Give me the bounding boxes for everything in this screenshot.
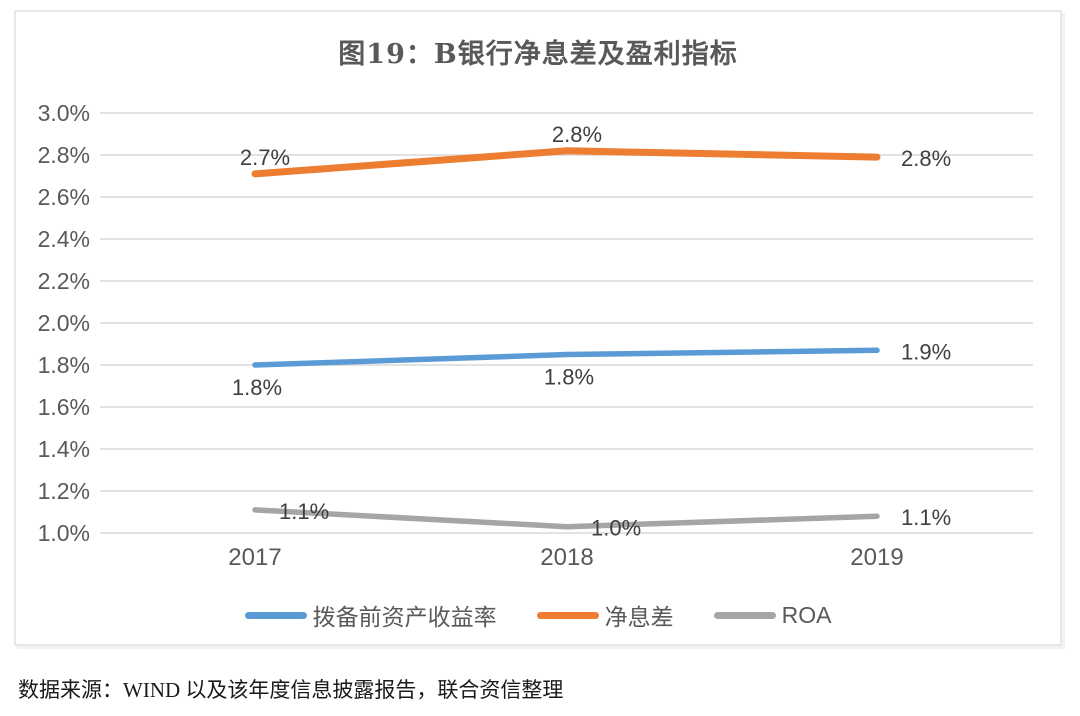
chart-title: 图19：B银行净息差及盈利指标 [338, 39, 738, 70]
legend-label: 净息差 [604, 604, 674, 630]
series-line-blue [252, 347, 880, 368]
legend-item: 净息差 [536, 598, 674, 632]
data-label: 1.8% [544, 365, 594, 390]
source-note: 数据来源：WIND 以及该年度信息披露报告，联合资信整理 [18, 678, 564, 702]
x-axis-tick-label: 2018 [540, 544, 593, 571]
y-axis-tick-label: 2.8% [38, 142, 90, 168]
legend-line-swatch [536, 611, 599, 619]
y-axis-tick-label: 1.8% [38, 352, 90, 378]
y-axis-tick-label: 2.0% [38, 310, 90, 336]
y-axis-tick-label: 1.4% [38, 436, 90, 462]
chart-panel: 图19：B银行净息差及盈利指标 1.0% 1.2% 1.4% 1.6% 1.8% 2.0%… [14, 10, 1062, 646]
legend-item: 拨备前资产收益率 [244, 598, 497, 632]
chart-legend: 拨备前资产收益率 净息差 ROA [16, 598, 1060, 632]
data-label: 2.8% [552, 122, 602, 147]
y-axis-tick-label: 2.2% [38, 268, 90, 294]
line-chart: 1.0% 1.2% 1.4% 1.6% 1.8% 2.0% 2.2% 2.4% 2.6% 2.8%… [38, 100, 1033, 571]
legend-line-swatch [713, 611, 776, 619]
series-line-gray [252, 507, 880, 530]
y-axis-tick-label: 1.0% [38, 520, 90, 546]
data-label: 1.8% [232, 375, 282, 400]
legend-label: ROA [781, 601, 832, 628]
y-axis-tick-label: 2.4% [38, 226, 90, 252]
y-axis-tick-label: 3.0% [38, 100, 90, 126]
legend-item: ROA [713, 601, 832, 629]
legend-label: 拨备前资产收益率 [312, 604, 497, 630]
data-label: 1.1% [279, 499, 329, 524]
x-axis-tick-label: 2019 [850, 544, 903, 571]
y-axis-tick-label: 2.6% [38, 184, 90, 210]
data-label: 1.0% [591, 516, 641, 541]
data-label: 1.1% [901, 505, 951, 530]
y-axis-tick-label: 1.2% [38, 478, 90, 504]
data-label: 2.8% [901, 146, 951, 171]
data-label: 2.7% [240, 145, 290, 170]
legend-line-swatch [244, 611, 307, 619]
series-line-orange [251, 147, 881, 178]
data-label: 1.9% [901, 339, 951, 364]
y-axis-tick-label: 1.6% [38, 394, 90, 420]
x-axis-tick-label: 2017 [228, 544, 281, 571]
